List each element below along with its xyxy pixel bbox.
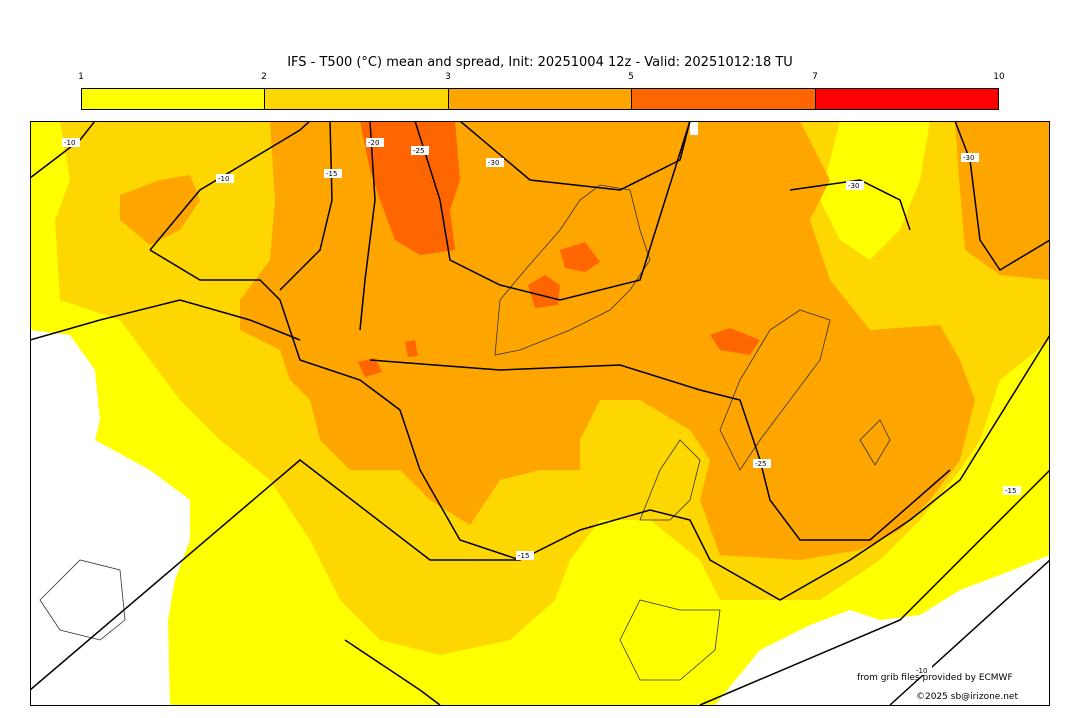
svg-text:-30: -30 xyxy=(488,159,499,167)
colorbar-bin-2-3 xyxy=(265,89,449,109)
colorbar-bin-3-5 xyxy=(448,89,633,109)
no-data-south-east xyxy=(715,555,1050,705)
svg-text:-25: -25 xyxy=(413,147,424,155)
colorbar-bin-7-10 xyxy=(815,89,999,109)
contour-label: -20 xyxy=(366,138,384,147)
contour-label: -25 xyxy=(753,459,771,468)
data-source-credit: from grib files provided by ECMWF xyxy=(857,673,1013,683)
contour-label: -15 xyxy=(324,169,342,178)
coastlines xyxy=(39,184,891,681)
copyright-credit: ©2025 sb@irizone.net xyxy=(916,692,1018,702)
svg-text:-30: -30 xyxy=(848,182,859,190)
colorbar-tick: 1 xyxy=(78,72,84,82)
colorbar-tick: 5 xyxy=(628,72,634,82)
svg-text:-25: -25 xyxy=(755,460,766,468)
colorbar-tick: 3 xyxy=(445,72,451,82)
colorbar-bin-5-7 xyxy=(632,89,816,109)
svg-text:-15: -15 xyxy=(326,170,337,178)
contour-label: -15 xyxy=(516,551,534,560)
colorbar xyxy=(81,88,999,110)
contour-labels: -10 -10 -15 -20 -25 -30 -30 -30 -25 -15 … xyxy=(62,138,1021,675)
no-data-ocean-west xyxy=(30,330,190,705)
contour-label: -30 xyxy=(486,158,504,167)
no-data-patch xyxy=(690,121,698,135)
svg-text:-10: -10 xyxy=(64,139,75,147)
spread-level-3-west xyxy=(120,175,200,245)
contour-label: -30 xyxy=(961,153,979,162)
spread-level-5 xyxy=(360,121,460,255)
svg-text:-10: -10 xyxy=(916,667,927,675)
svg-text:-15: -15 xyxy=(1005,487,1016,495)
spread-map: -10 -10 -15 -20 -25 -30 -30 -30 -25 -15 … xyxy=(30,121,1050,706)
contour-label: -10 xyxy=(216,174,234,183)
colorbar-tick: 7 xyxy=(812,72,818,82)
map-title: IFS - T500 (°C) mean and spread, Init: 2… xyxy=(287,55,793,70)
svg-text:-20: -20 xyxy=(368,139,379,147)
svg-text:-30: -30 xyxy=(963,154,974,162)
colorbar-tick: 10 xyxy=(993,72,1005,82)
svg-text:-15: -15 xyxy=(518,552,529,560)
svg-text:-10: -10 xyxy=(218,175,229,183)
contour-label: -10 xyxy=(914,666,932,675)
colorbar-tick: 2 xyxy=(261,72,267,82)
isotherm-contours xyxy=(30,121,1050,706)
contour-label: -15 xyxy=(1003,486,1021,495)
contour-label: -25 xyxy=(411,146,429,155)
contour-label: -10 xyxy=(62,138,80,147)
contour-label: -30 xyxy=(846,181,864,190)
colorbar-bin-1-2 xyxy=(82,89,266,109)
map-frame xyxy=(30,121,1050,706)
spread-level-2-north xyxy=(820,121,930,260)
